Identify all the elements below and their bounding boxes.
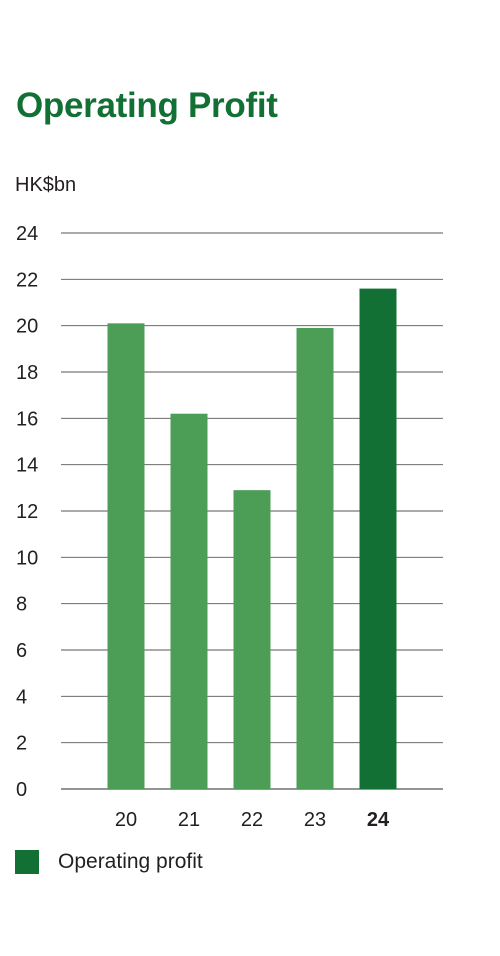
y-axis-unit-label: HK$bn bbox=[15, 174, 77, 196]
legend-label: Operating profit bbox=[58, 850, 203, 873]
y-tick-label: 10 bbox=[16, 547, 38, 569]
bar-21 bbox=[170, 413, 208, 789]
x-tick-label: 20 bbox=[115, 809, 137, 831]
y-tick-label: 4 bbox=[16, 686, 27, 708]
y-tick-label: 12 bbox=[16, 501, 38, 523]
y-tick-label: 0 bbox=[16, 779, 27, 801]
chart-title: Operating Profit bbox=[16, 86, 278, 125]
bar-20 bbox=[107, 323, 145, 789]
x-tick-label: 24 bbox=[367, 809, 390, 831]
y-tick-label: 24 bbox=[16, 223, 38, 245]
y-tick-label: 22 bbox=[16, 269, 38, 291]
x-tick-label: 21 bbox=[178, 809, 200, 831]
y-tick-label: 18 bbox=[16, 362, 38, 384]
y-tick-label: 2 bbox=[16, 733, 27, 755]
bar-22 bbox=[233, 490, 271, 789]
bars bbox=[107, 288, 397, 789]
y-tick-label: 6 bbox=[16, 640, 27, 662]
legend-swatch bbox=[15, 850, 39, 874]
y-tick-label: 8 bbox=[16, 594, 27, 616]
legend: Operating profit bbox=[15, 850, 203, 874]
y-tick-label: 14 bbox=[16, 455, 38, 477]
y-tick-label: 16 bbox=[16, 408, 38, 430]
x-tick-labels: 20 21 22 23 24 bbox=[115, 809, 390, 831]
bar-24 bbox=[359, 288, 397, 789]
x-tick-label: 23 bbox=[304, 809, 326, 831]
x-tick-label: 22 bbox=[241, 809, 263, 831]
bar-23 bbox=[296, 327, 334, 789]
y-tick-label: 20 bbox=[16, 316, 38, 338]
